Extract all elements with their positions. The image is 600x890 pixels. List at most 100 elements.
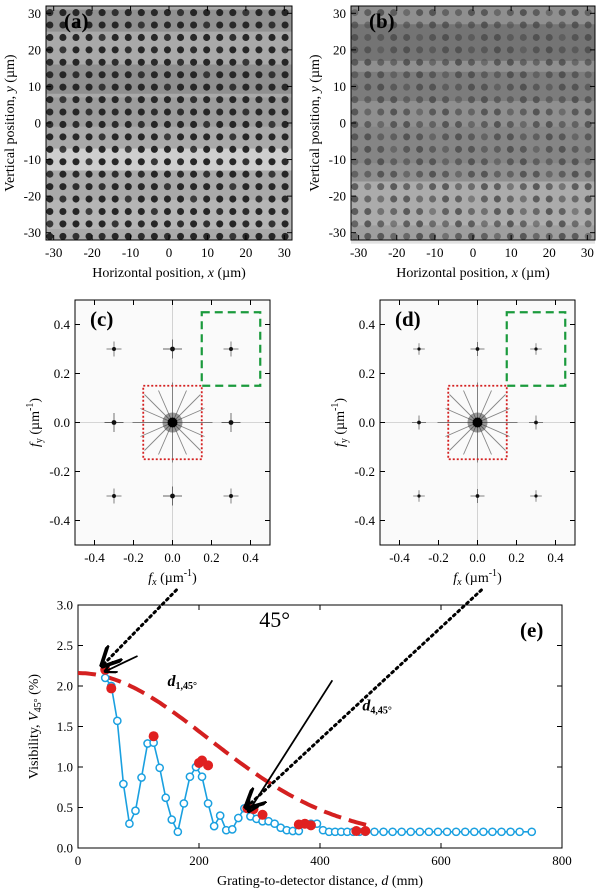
grid-dot xyxy=(255,58,263,66)
x-tick-label: 0.4 xyxy=(242,550,259,565)
grid-dot xyxy=(480,232,488,240)
grid-dot xyxy=(124,9,132,17)
grid-dot xyxy=(377,108,385,116)
grid-dot xyxy=(519,21,527,29)
grid-dot xyxy=(532,145,540,153)
grid-dot xyxy=(429,170,437,178)
grid-dot xyxy=(46,170,54,178)
grid-dot xyxy=(351,71,359,79)
grid-dot xyxy=(364,96,372,104)
grid-dot xyxy=(519,133,527,141)
grid-dot xyxy=(255,195,263,203)
y-tick-label: -20 xyxy=(329,189,346,204)
open-circle-point xyxy=(451,827,461,837)
grid-dot xyxy=(480,33,488,41)
grid-dot xyxy=(364,71,372,79)
grid-dot xyxy=(190,71,198,79)
grid-dot xyxy=(480,158,488,166)
grid-dot xyxy=(506,170,514,178)
grid-dot xyxy=(229,207,237,216)
grid-dot xyxy=(163,33,171,41)
grid-dot xyxy=(281,120,289,128)
grid-dot xyxy=(403,170,411,178)
grid-dot xyxy=(442,9,450,17)
grid-dot xyxy=(351,195,359,203)
fourier-peak xyxy=(167,417,178,428)
grid-dot xyxy=(506,120,514,128)
grid-dot xyxy=(442,220,450,228)
grid-dot xyxy=(216,145,224,153)
grid-dot xyxy=(480,9,488,17)
grid-dot xyxy=(59,83,67,91)
open-circle-point xyxy=(506,827,515,837)
grid-dot xyxy=(493,158,501,166)
open-circle-point xyxy=(125,819,134,829)
open-circle-point xyxy=(415,827,425,837)
grid-dot xyxy=(519,108,527,116)
grid-dot xyxy=(229,33,237,41)
grid-dot xyxy=(124,133,132,141)
grid-dot xyxy=(98,145,106,153)
grid-dot xyxy=(480,207,488,215)
grid-dot xyxy=(429,21,437,29)
grid-dot xyxy=(532,133,540,141)
grid-dot xyxy=(137,183,145,191)
grid-dot xyxy=(216,21,224,29)
grid-dot xyxy=(377,58,385,66)
grid-dot xyxy=(46,21,54,29)
grid-dot xyxy=(229,83,237,91)
grid-dot xyxy=(203,120,211,128)
x-tick-label: 0.4 xyxy=(547,550,564,565)
grid-dot xyxy=(190,207,198,216)
grid-dot xyxy=(216,183,224,191)
grid-dot xyxy=(111,83,119,91)
grid-dot xyxy=(390,145,398,153)
grid-dot xyxy=(255,71,263,79)
grid-dot xyxy=(584,108,592,116)
grid-dot xyxy=(545,21,553,29)
grid-dot xyxy=(268,21,276,29)
grid-dot xyxy=(584,158,592,166)
grid-dot xyxy=(390,158,398,166)
x-tick-label: 200 xyxy=(189,853,209,868)
grid-dot xyxy=(229,46,237,54)
grid-dot xyxy=(455,133,463,141)
y-tick-label: -0.4 xyxy=(354,513,375,528)
grid-dot xyxy=(268,195,276,203)
grid-dot xyxy=(351,108,359,116)
grid-dot xyxy=(124,183,132,191)
grid-dot xyxy=(493,195,501,203)
grid-dot xyxy=(98,120,106,128)
filled-circle-point xyxy=(351,825,362,836)
x-tick-label: 10 xyxy=(201,245,214,260)
grid-dot xyxy=(255,158,263,166)
grid-dot xyxy=(150,220,158,228)
grid-dot xyxy=(177,108,185,116)
grid-dot xyxy=(124,58,132,66)
grid-dot xyxy=(403,195,411,203)
grid-dot xyxy=(403,220,411,228)
grid-dot xyxy=(480,145,488,153)
grid-dot xyxy=(111,170,119,178)
y-axis-label: Vertical position, y (µm) xyxy=(3,54,18,191)
grid-dot xyxy=(46,133,54,141)
x-axis-label: Horizontal position, x (µm) xyxy=(396,266,550,281)
grid-dot xyxy=(268,220,276,228)
grid-dot xyxy=(442,83,450,91)
grid-dot xyxy=(190,133,198,141)
grid-dot xyxy=(390,33,398,41)
grid-dot xyxy=(519,83,527,91)
grid-dot xyxy=(545,158,553,166)
open-circle-point xyxy=(209,821,219,831)
grid-dot xyxy=(124,108,132,116)
grid-dot xyxy=(216,170,224,178)
grid-dot xyxy=(455,207,463,215)
filled-circle-point xyxy=(106,683,117,694)
x-axis-label: fx (µm-1) xyxy=(148,568,197,588)
grid-dot xyxy=(242,207,250,216)
grid-dot xyxy=(442,58,450,66)
fourier-peak xyxy=(417,347,421,351)
grid-dot xyxy=(532,46,540,54)
grid-dot xyxy=(429,207,437,215)
grid-dot xyxy=(351,170,359,178)
